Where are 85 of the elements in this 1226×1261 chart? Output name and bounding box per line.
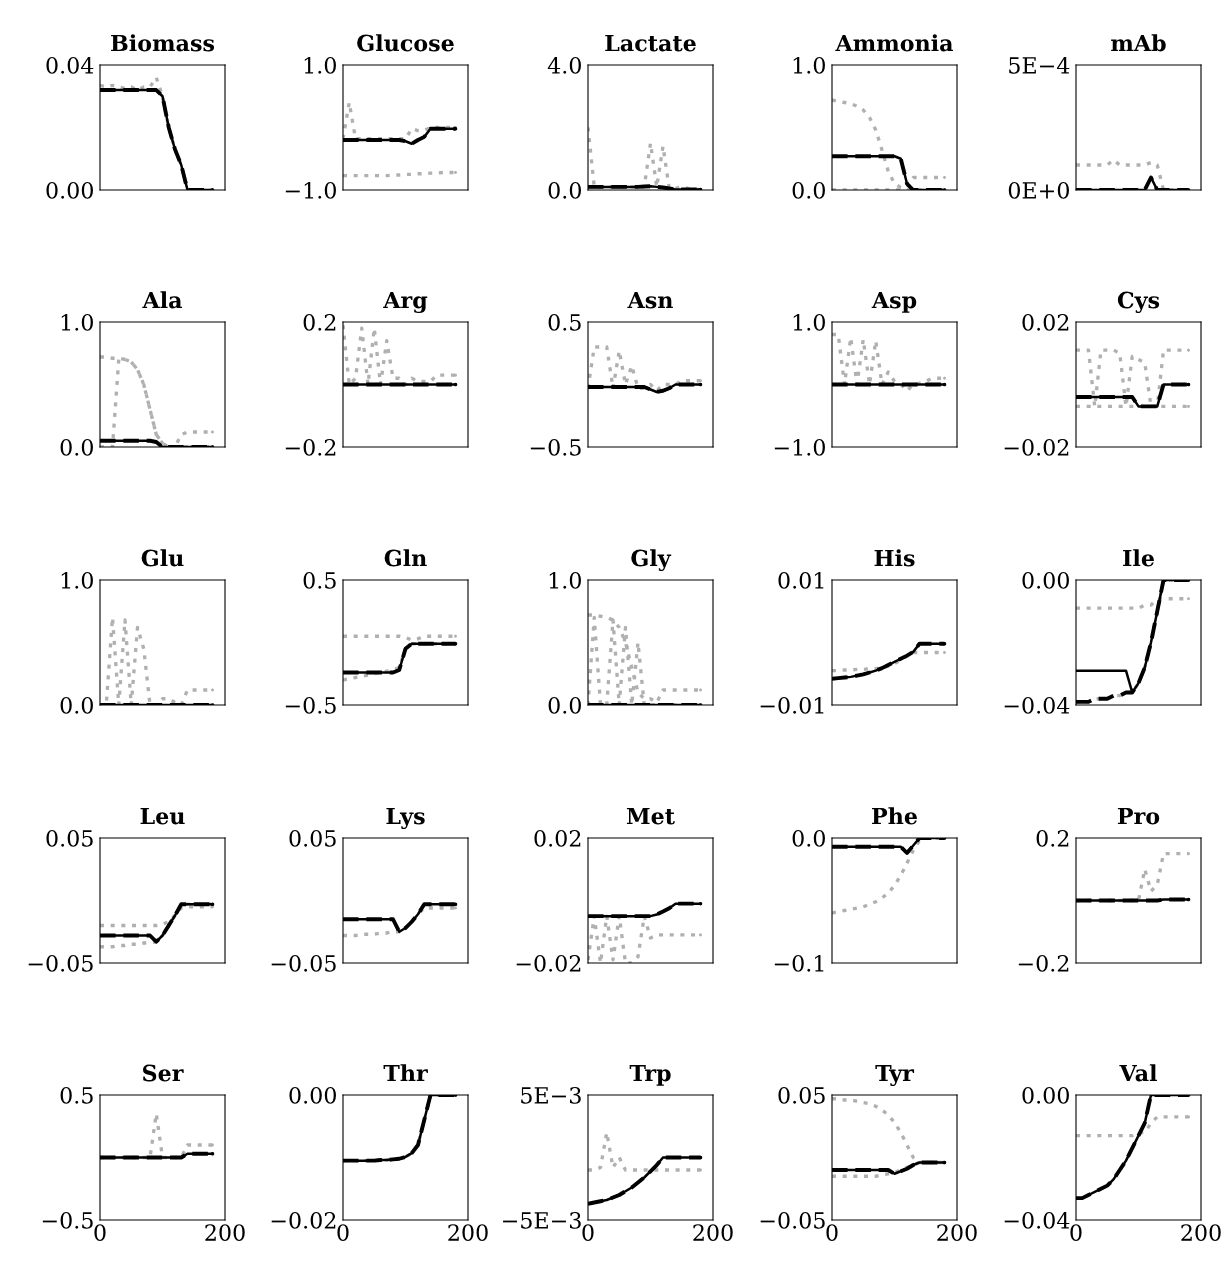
y-tick-label: 0.0 (60, 438, 93, 456)
y-tick-label: 1.0 (793, 313, 825, 331)
y-tick-label: 0E+0 (1008, 181, 1069, 199)
y-tick-label: −0.05 (28, 954, 93, 972)
x-tick-label: 0 (94, 1224, 106, 1241)
y-tick-label: −0.05 (760, 1211, 825, 1229)
y-tick-label: −0.04 (1004, 1211, 1070, 1229)
chart-title: Lactate (605, 34, 696, 52)
y-tick-label: −0.1 (774, 954, 824, 972)
x-tick-label: 200 (448, 1224, 488, 1241)
x-tick-label: 0 (1070, 1224, 1082, 1241)
chart-title: His (874, 549, 915, 567)
chart-title: Arg (383, 291, 428, 314)
y-tick-label: −0.01 (760, 696, 824, 714)
x-tick-label: 0 (582, 1224, 594, 1241)
y-tick-label: −1.0 (774, 438, 825, 456)
y-tick-label: 0.00 (1022, 1086, 1069, 1104)
y-tick-label: −0.05 (271, 954, 336, 972)
y-tick-label: 1.0 (61, 571, 93, 589)
x-tick-label: 200 (1181, 1224, 1221, 1241)
y-tick-label: 0.00 (289, 1086, 336, 1104)
y-tick-label: −1.0 (285, 181, 336, 199)
chart-title: Pro (1117, 807, 1160, 825)
y-tick-label: 5E−3 (521, 1086, 581, 1104)
y-tick-label: −0.02 (271, 1211, 336, 1229)
chart-title: mAb (1111, 34, 1166, 52)
chart-title: Val (1119, 1064, 1157, 1082)
chart-title: Gly (631, 549, 672, 572)
chart-title: Met (626, 807, 675, 825)
y-tick-label: 0.0 (792, 181, 825, 199)
chart-title: Ala (142, 291, 183, 309)
y-tick-label: 0.00 (46, 181, 93, 199)
y-tick-label: 0.00 (1022, 571, 1069, 589)
y-tick-label: 0.02 (1022, 313, 1069, 331)
chart-title: Cys (1117, 291, 1160, 314)
y-tick-label: 4.0 (547, 56, 581, 74)
y-tick-label: 0.0 (792, 829, 825, 847)
y-tick-label: 0.2 (303, 313, 336, 331)
y-tick-label: 0.2 (1036, 829, 1069, 847)
x-tick-label: 200 (205, 1224, 245, 1241)
chart-title: Ser (143, 1064, 184, 1082)
y-tick-label: 0.04 (46, 56, 94, 74)
chart-title: Trp (629, 1064, 671, 1086)
y-tick-label: 0.01 (778, 571, 824, 589)
y-tick-label: 0.02 (534, 829, 581, 847)
y-tick-label: 1.0 (304, 56, 336, 74)
chart-title: Ile (1123, 549, 1154, 567)
y-tick-label: −0.02 (516, 954, 581, 972)
chart-title: Glu (141, 549, 184, 567)
y-tick-label: 0.5 (548, 313, 581, 331)
y-tick-label: −0.2 (285, 438, 336, 456)
y-tick-label: 0.0 (548, 696, 581, 714)
chart-title: Biomass (111, 34, 215, 52)
chart-title: Ammonia (835, 34, 954, 52)
y-tick-label: −5E−3 (503, 1211, 581, 1229)
y-tick-label: 0.05 (46, 829, 93, 847)
chart-title: Phe (872, 807, 917, 825)
chart-title: Gln (384, 549, 427, 567)
y-tick-label: −0.02 (1004, 438, 1069, 456)
chart-title: Leu (140, 807, 185, 825)
y-tick-label: 0.5 (303, 571, 336, 589)
y-tick-label: −0.5 (530, 438, 581, 456)
y-tick-label: 1.0 (61, 313, 93, 331)
x-tick-label: 0 (337, 1224, 349, 1241)
y-tick-label: 0.0 (60, 696, 93, 714)
chart-title: Asp (871, 291, 917, 313)
y-tick-label: 1.0 (549, 571, 581, 589)
y-tick-label: 0.0 (548, 181, 581, 199)
y-tick-label: 0.05 (289, 829, 336, 847)
x-tick-label: 200 (937, 1224, 977, 1241)
y-tick-label: −0.5 (285, 696, 336, 714)
chart-title: Lys (386, 807, 425, 830)
y-tick-label: 1.0 (793, 56, 825, 74)
y-tick-label: −0.2 (1018, 954, 1069, 972)
chart-title: Glucose (357, 34, 454, 52)
y-tick-label: 0.5 (60, 1086, 93, 1104)
x-tick-label: 0 (826, 1224, 838, 1241)
y-tick-label: 5E−4 (1009, 56, 1070, 74)
y-tick-label: −0.5 (42, 1211, 93, 1229)
chart-title: Thr (383, 1064, 428, 1082)
y-tick-label: 0.05 (778, 1086, 825, 1104)
chart-title: Asn (627, 291, 673, 309)
chart-title: Tyr (875, 1064, 915, 1087)
y-tick-label: −0.04 (1004, 696, 1070, 714)
x-tick-label: 200 (693, 1224, 733, 1241)
